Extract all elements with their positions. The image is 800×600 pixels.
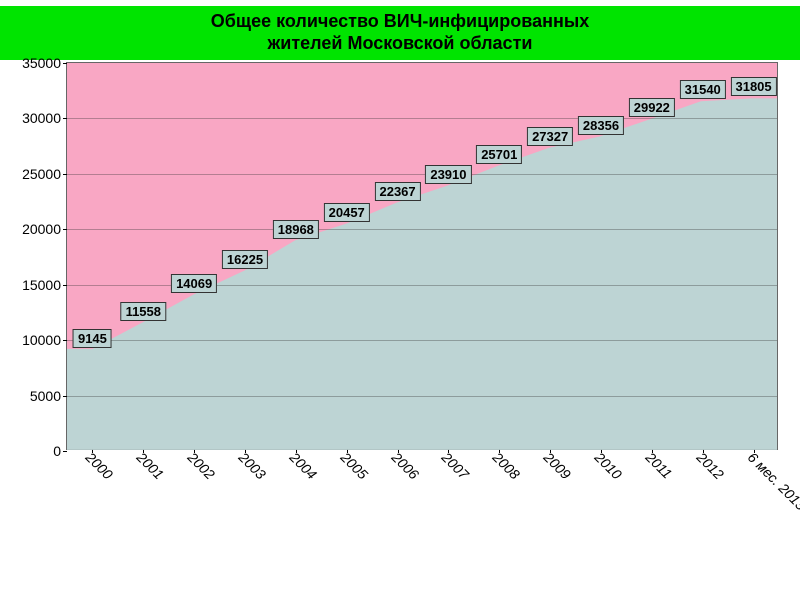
- x-tick-label: 2003: [236, 449, 269, 482]
- chart-title-line1: Общее количество ВИЧ-инфицированных: [0, 11, 800, 33]
- x-tick-label: 2011: [643, 449, 676, 482]
- y-tick-label: 5000: [30, 388, 67, 404]
- grid-line: [67, 396, 777, 397]
- y-tick-mark: [63, 451, 67, 452]
- data-label: 31540: [680, 80, 726, 99]
- data-label: 29922: [629, 98, 675, 117]
- y-tick-label: 20000: [22, 221, 67, 237]
- chart-title-bar: Общее количество ВИЧ-инфицированных жите…: [0, 6, 800, 60]
- x-tick-label: 2007: [439, 449, 472, 482]
- data-label: 16225: [222, 250, 268, 269]
- chart-title-line2: жителей Московской области: [0, 33, 800, 55]
- data-label: 20457: [324, 203, 370, 222]
- data-label: 14069: [171, 274, 217, 293]
- data-label: 22367: [374, 182, 420, 201]
- x-tick-label: 2001: [134, 449, 167, 482]
- x-tick-label: 6 мес. 2013: [744, 449, 800, 513]
- grid-line: [67, 229, 777, 230]
- x-tick-label: 2008: [490, 449, 523, 482]
- x-tick-label: 2004: [287, 449, 320, 482]
- y-tick-label: 30000: [22, 110, 67, 126]
- y-tick-label: 25000: [22, 166, 67, 182]
- y-tick-label: 15000: [22, 277, 67, 293]
- data-label: 18968: [273, 220, 319, 239]
- data-label: 28356: [578, 116, 624, 135]
- data-label: 27327: [527, 127, 573, 146]
- x-tick-label: 2005: [337, 449, 370, 482]
- x-tick-label: 2002: [185, 449, 218, 482]
- grid-line: [67, 118, 777, 119]
- grid-line: [67, 340, 777, 341]
- y-tick-label: 35000: [22, 55, 67, 71]
- chart-frame: Общее количество ВИЧ-инфицированных жите…: [0, 0, 800, 600]
- x-tick-label: 2012: [693, 449, 726, 482]
- data-label: 25701: [476, 145, 522, 164]
- data-label: 23910: [425, 165, 471, 184]
- x-tick-label: 2009: [541, 449, 574, 482]
- data-label: 9145: [73, 329, 112, 348]
- x-tick-label: 2010: [592, 449, 625, 482]
- y-tick-label: 10000: [22, 332, 67, 348]
- plot-area: 0500010000150002000025000300003500020009…: [66, 62, 778, 450]
- x-tick-label: 2000: [83, 449, 116, 482]
- x-tick-label: 2006: [388, 449, 421, 482]
- grid-line: [67, 174, 777, 175]
- data-label: 11558: [121, 302, 166, 321]
- data-label: 31805: [730, 77, 776, 96]
- area-series: [67, 63, 777, 450]
